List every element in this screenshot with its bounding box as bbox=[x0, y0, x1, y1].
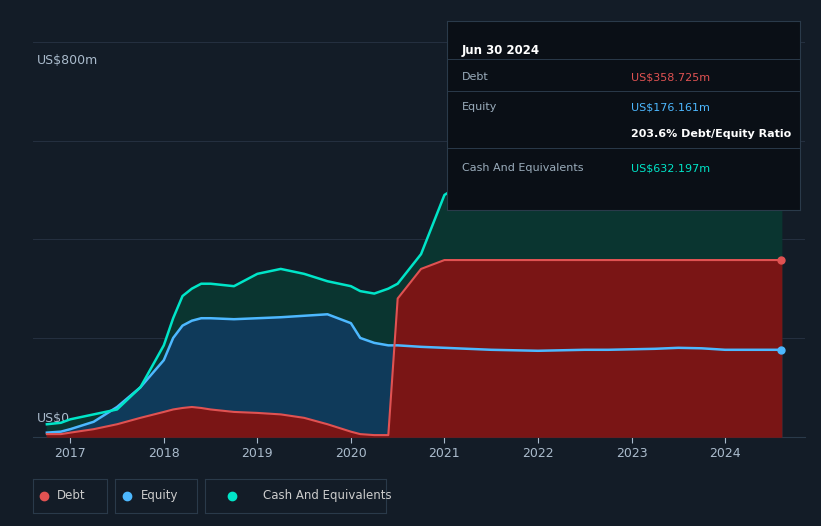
Text: US$0: US$0 bbox=[37, 412, 70, 425]
Text: Debt: Debt bbox=[461, 72, 488, 82]
Text: Cash And Equivalents: Cash And Equivalents bbox=[263, 489, 392, 502]
Text: Debt: Debt bbox=[57, 489, 85, 502]
Text: US$358.725m: US$358.725m bbox=[631, 72, 710, 82]
Text: Equity: Equity bbox=[461, 103, 497, 113]
Text: US$632.197m: US$632.197m bbox=[631, 163, 710, 173]
Text: Equity: Equity bbox=[141, 489, 179, 502]
Text: 203.6% Debt/Equity Ratio: 203.6% Debt/Equity Ratio bbox=[631, 129, 791, 139]
Text: Jun 30 2024: Jun 30 2024 bbox=[461, 44, 539, 57]
Text: US$800m: US$800m bbox=[37, 54, 98, 67]
Text: US$176.161m: US$176.161m bbox=[631, 103, 710, 113]
Text: Cash And Equivalents: Cash And Equivalents bbox=[461, 163, 583, 173]
